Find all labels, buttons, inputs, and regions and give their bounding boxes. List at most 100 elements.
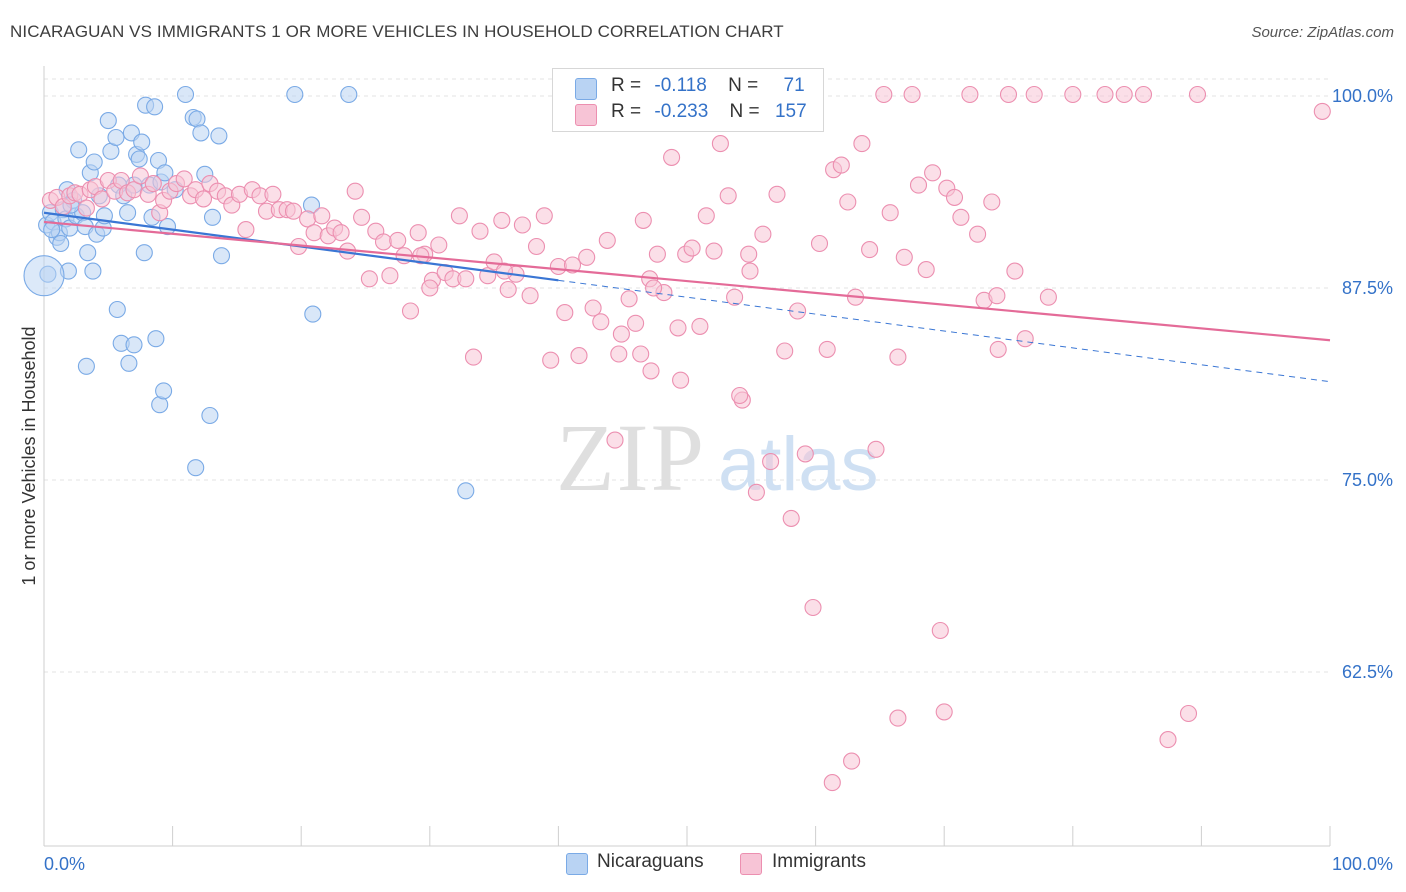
- immigrant-point: [711, 135, 729, 153]
- series-immigrants: [41, 85, 1331, 792]
- immigrant-point: [672, 371, 690, 389]
- immigrant-point: [592, 313, 610, 331]
- immigrant-point: [457, 270, 475, 288]
- nicaraguan-point-large: [23, 255, 65, 297]
- legend-r-label: R =: [611, 75, 642, 96]
- immigrant-point: [374, 233, 393, 251]
- immigrant-point: [917, 261, 935, 279]
- immigrant-point: [924, 164, 942, 182]
- immigrant-point: [1179, 704, 1198, 723]
- immigrant-point: [535, 207, 553, 225]
- legend-n-label: N =: [729, 101, 760, 122]
- immigrant-point: [493, 211, 511, 229]
- nicaraguan-point: [203, 208, 222, 226]
- immigrant-point: [627, 314, 645, 332]
- y-tick-label: 75.0%: [1342, 470, 1393, 490]
- immigrant-point: [77, 199, 95, 217]
- immigrant-point: [513, 216, 531, 234]
- nicaraguan-point: [133, 133, 151, 151]
- immigrant-point: [999, 85, 1018, 104]
- series-nicaraguans: [23, 85, 475, 500]
- immigrant-point: [768, 185, 786, 203]
- immigrant-point: [1134, 85, 1153, 104]
- immigrant-point: [556, 304, 574, 322]
- x-tick-labels: 0.0% 100.0%: [44, 854, 1393, 874]
- immigrant-point: [1313, 102, 1331, 120]
- immigrant-point: [889, 348, 907, 366]
- immigrant-point: [1016, 330, 1034, 348]
- immigrant-point: [1064, 85, 1082, 104]
- immigrant-point: [669, 319, 687, 337]
- immigrant-point: [895, 248, 913, 266]
- x-tick-label: 0.0%: [44, 854, 85, 874]
- nicaraguan-point: [212, 247, 231, 265]
- immigrant-point: [450, 207, 468, 225]
- immigrant-point: [237, 221, 255, 239]
- immigrant-point: [853, 135, 871, 153]
- immigrant-point: [409, 224, 427, 242]
- immigrant-point: [527, 237, 546, 256]
- legend-n-value: 71: [783, 75, 805, 96]
- immigrant-point: [776, 342, 794, 360]
- immigrant-point: [741, 262, 759, 280]
- immigrant-point: [570, 347, 588, 365]
- chart-title: NICARAGUAN VS IMMIGRANTS 1 OR MORE VEHIC…: [10, 22, 784, 41]
- immigrant-point: [705, 242, 723, 260]
- immigrant-point: [305, 224, 323, 242]
- immigrant-point: [810, 234, 829, 253]
- nicaraguan-point: [135, 244, 153, 262]
- legend-swatch-immigrants: [575, 104, 597, 126]
- immigrant-point: [875, 85, 893, 104]
- immigrant-point: [839, 193, 857, 211]
- nicaraguan-point: [147, 330, 165, 348]
- nicaraguan-point: [286, 85, 304, 104]
- immigrant-point: [969, 225, 987, 243]
- legend-swatch-nicaraguans: [575, 78, 597, 100]
- bottom-legend-label-nicaraguans: Nicaraguans: [597, 851, 704, 872]
- immigrant-point: [421, 279, 439, 297]
- immigrant-point: [360, 270, 378, 288]
- immigrant-point: [832, 156, 850, 174]
- immigrant-point: [945, 188, 964, 206]
- nicaraguan-point: [84, 262, 102, 280]
- immigrant-point: [1159, 731, 1177, 749]
- immigrant-point: [691, 317, 709, 335]
- immigrant-point: [697, 207, 715, 225]
- immigrant-point: [499, 280, 517, 299]
- trend-line-immigrants: [43, 220, 1331, 342]
- nicaraguan-point: [304, 305, 322, 323]
- immigrant-point: [430, 236, 448, 254]
- immigrant-point: [663, 148, 681, 166]
- immigrant-point: [584, 299, 602, 317]
- immigrant-point: [642, 362, 660, 380]
- nicaraguan-point: [176, 85, 195, 104]
- immigrant-point: [175, 170, 193, 188]
- immigrant-point: [1096, 85, 1114, 104]
- immigrant-point: [881, 204, 899, 222]
- y-axis-label: 1 or more Vehicles in Household: [19, 326, 39, 585]
- immigrant-point: [1115, 85, 1133, 104]
- immigrant-point: [762, 453, 780, 471]
- nicaraguan-point: [108, 300, 126, 319]
- immigrant-point: [1039, 288, 1057, 306]
- nicaraguan-point: [119, 204, 137, 222]
- immigrant-point: [610, 345, 628, 363]
- source-label: Source: ZipAtlas.com: [1251, 24, 1394, 41]
- immigrant-point: [471, 222, 489, 240]
- bottom-legend-label-immigrants: Immigrants: [772, 851, 866, 872]
- nicaraguan-point: [158, 218, 177, 236]
- immigrant-point: [782, 509, 800, 527]
- immigrant-point: [988, 287, 1006, 305]
- immigrant-point: [648, 245, 666, 263]
- immigrant-point: [131, 167, 149, 185]
- immigrant-point: [867, 440, 885, 458]
- nicaraguan-point: [187, 459, 205, 477]
- y-tick-label: 100.0%: [1332, 86, 1393, 106]
- nicaraguan-point: [457, 482, 475, 500]
- immigrant-point: [989, 340, 1007, 358]
- nicaraguan-point: [52, 234, 70, 253]
- nicaraguan-point: [120, 354, 138, 372]
- immigrant-point: [961, 85, 979, 104]
- immigrant-point: [632, 345, 650, 363]
